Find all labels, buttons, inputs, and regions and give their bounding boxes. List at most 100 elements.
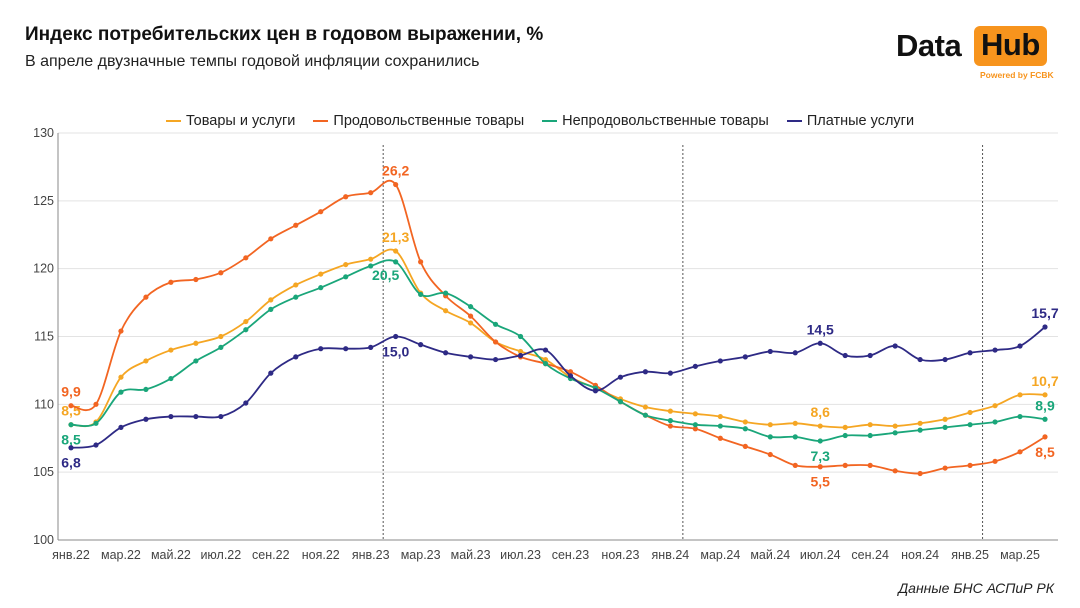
series-point [617,399,624,405]
series-point [118,374,124,380]
legend-item-4: Платные услуги [786,113,914,129]
series-point [942,465,948,471]
series-point [343,346,349,352]
data-label: 20,5 [372,267,399,283]
series-point [792,350,798,356]
series-point [143,416,149,422]
series-point [517,348,524,355]
series-point [1042,392,1048,398]
series-point [467,320,474,326]
series-point [867,432,873,439]
series-point [393,333,399,340]
data-label: 15,7 [1031,305,1058,321]
legend-label: Товары и услуги [185,113,296,129]
data-label: 8,5 [61,432,81,448]
series-point [917,427,923,433]
series-point [243,327,249,333]
data-label: 26,2 [382,163,409,179]
y-tick-label: 100 [33,533,54,547]
x-tick-label: май.24 [750,548,790,562]
series-point [867,352,873,359]
series-point [692,422,698,428]
series-point [343,261,349,268]
series-point [967,422,973,428]
series-line-2 [70,179,1046,475]
x-tick-label: сен.23 [552,548,590,562]
series-point [1017,449,1023,455]
series-point [817,438,823,444]
series-point [642,404,649,410]
series-point [318,209,324,215]
series-point [667,370,673,376]
legend-swatch [313,119,329,123]
series-point [992,419,998,425]
y-tick-label: 120 [33,262,54,276]
legend-label: Продовольственные товары [333,113,525,129]
series-point [218,413,224,420]
series-point [742,443,748,449]
series-point [717,358,723,364]
series-point [418,342,424,348]
series-point [842,352,848,359]
series-point [842,424,848,430]
series-point [343,274,349,280]
series-point [692,363,698,369]
datahub-logo: Data Hub Powered by FCBK [896,26,1056,82]
logo-badge: Hub [974,26,1047,66]
series-point [967,462,973,468]
data-label: 10,7 [1031,373,1058,389]
series-point [393,248,399,254]
series-point [93,401,99,407]
series-point [792,420,798,426]
series-point [892,468,898,474]
series-point [517,333,524,340]
series-point [992,403,998,409]
series-point [692,411,698,417]
series-point [467,313,474,319]
series-point [393,181,399,188]
logo-powered-by: Powered by FCBK [980,70,1054,80]
series-point [642,369,649,375]
x-tick-label: ноя.24 [901,548,939,562]
series-point [93,420,99,426]
x-tick-label: янв.23 [352,548,390,562]
series-point [193,340,199,346]
series-point [443,308,449,314]
x-tick-label: июл.23 [500,548,541,562]
series-line-4 [70,326,1046,449]
series-point [168,347,174,353]
chart-legend: Товары и услуги Продовольственные товары Н… [0,113,1080,129]
data-label: 14,5 [807,321,834,337]
series-point [892,343,898,349]
series-point [193,276,199,283]
x-tick-label: янв.24 [652,548,690,562]
series-point [767,348,773,355]
x-tick-label: июл.22 [200,548,241,562]
series-point [817,340,823,346]
series-point [93,442,99,448]
series-point [517,352,524,359]
x-tick-label: мар.23 [401,548,441,562]
series-point [293,354,299,360]
series-point [467,304,474,310]
legend-item-2: Продовольственные товары [313,113,524,129]
series-point [143,294,149,300]
data-label: 8,9 [1035,397,1055,413]
series-point [967,350,973,356]
series-point [542,356,549,363]
series-point [917,420,923,426]
series-point [368,344,374,350]
series-point [143,386,149,393]
series-point [318,271,324,277]
x-tick-label: май.23 [451,548,491,562]
series-point [817,423,823,429]
series-point [742,354,748,360]
series-point [268,306,274,312]
legend-swatch [165,119,181,123]
series-point [467,354,474,360]
series-point [492,339,499,345]
series-point [667,423,673,429]
series-point [193,413,199,420]
series-point [792,434,798,440]
series-point [1017,343,1023,349]
